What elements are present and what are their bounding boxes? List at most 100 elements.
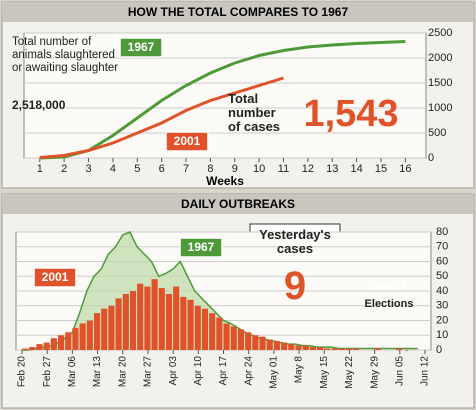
legend-swatch (119, 37, 163, 58)
chart-title: HOW THE TOTAL COMPARES TO 1967 (128, 5, 349, 19)
bar (101, 308, 108, 350)
bar (93, 313, 101, 350)
bar (158, 288, 165, 350)
y-tick-label: 500 (428, 127, 446, 139)
x-tick-label: 8 (207, 163, 213, 175)
legend-label: 1967 (128, 40, 155, 54)
chart-title: DAILY OUTBREAKS (181, 197, 295, 211)
x-tick-label: 16 (399, 163, 411, 175)
bar (245, 332, 252, 350)
y-tick-label: 0 (428, 152, 434, 164)
bar (353, 348, 360, 350)
bar (50, 338, 57, 350)
bar (317, 347, 324, 350)
y-tick-label: 10 (436, 329, 448, 341)
bar (281, 342, 288, 350)
x-tick-label: May 8 (294, 356, 305, 384)
bar (29, 347, 36, 350)
bar (129, 291, 137, 350)
x-tick-label: Jun 12 (420, 356, 431, 386)
bar (302, 345, 309, 350)
bar (266, 339, 273, 350)
x-tick-label: Mar 27 (143, 356, 154, 388)
x-tick-label: May 15 (319, 356, 330, 389)
bar (151, 279, 158, 350)
bar (57, 335, 65, 350)
x-tick-label: 6 (159, 163, 165, 175)
y-tick-label: 2500 (428, 27, 452, 39)
bar (180, 296, 187, 350)
x-tick-label: 14 (351, 163, 363, 175)
bar (187, 299, 194, 350)
annotation: Total number of animals slaughtered or a… (12, 36, 119, 74)
y-tick-label: 60 (436, 255, 448, 267)
annotation: 9 (283, 264, 307, 308)
legend-swatch (165, 131, 209, 152)
bar (374, 348, 381, 350)
bar (273, 341, 280, 350)
title-band (2, 2, 474, 22)
x-tick-label: Feb 20 (17, 356, 28, 388)
bar (331, 348, 338, 350)
annotation: 2,518,000 (12, 98, 66, 112)
bar (144, 286, 151, 350)
bar (194, 305, 201, 350)
legend-label: 2001 (174, 134, 201, 148)
y-tick-label: 0 (436, 344, 442, 356)
x-tick-label: 4 (110, 163, 116, 175)
bar (43, 342, 50, 350)
annotation: June 7 (371, 281, 407, 293)
bar (108, 305, 115, 350)
y-tick-label: 2000 (428, 52, 452, 64)
bar (22, 348, 29, 350)
bar (65, 332, 72, 350)
bar (173, 286, 180, 350)
legend-swatch (33, 267, 77, 288)
x-tick-label: 7 (183, 163, 189, 175)
y-tick-label: 50 (436, 270, 448, 282)
bar (338, 348, 345, 350)
x-tick-label: 12 (302, 163, 314, 175)
bar (309, 347, 316, 350)
bar (201, 308, 209, 350)
annotation: Total number of cases (228, 91, 281, 134)
bar (86, 320, 93, 350)
bar (295, 345, 302, 350)
y-tick-label: 40 (436, 285, 448, 297)
bar (345, 348, 352, 350)
title-band (2, 194, 474, 214)
x-tick-label: May 01 (269, 356, 280, 389)
x-axis-label: Weeks (206, 174, 244, 188)
y-tick-label: 20 (436, 314, 448, 326)
legend-swatch (179, 237, 223, 258)
x-tick-label: 11 (278, 163, 289, 175)
bar (252, 335, 259, 350)
x-tick-label: May 22 (344, 356, 355, 389)
annotation: Elections (364, 298, 414, 310)
bar (396, 348, 403, 350)
annotation: 1,543 (303, 93, 399, 135)
x-tick-label: 13 (326, 163, 338, 175)
line (39, 76, 284, 159)
bar (36, 344, 43, 350)
y-tick-label: 1500 (428, 77, 452, 89)
y-tick-label: 80 (436, 226, 448, 238)
x-tick-label: 2 (61, 163, 67, 175)
x-tick-label: Apr 03 (168, 356, 179, 386)
bar (209, 313, 216, 350)
line (39, 40, 406, 160)
x-tick-label: Mar 06 (67, 356, 78, 388)
x-tick-label: Mar 13 (92, 356, 103, 388)
bar (165, 293, 173, 350)
bar (72, 327, 79, 350)
bar (259, 336, 266, 350)
x-tick-label: 5 (134, 163, 140, 175)
bar (230, 326, 237, 350)
bar (237, 329, 245, 350)
bar (324, 348, 331, 350)
bar (288, 344, 295, 350)
bar (216, 317, 223, 350)
x-tick-label: Feb 27 (42, 356, 53, 388)
